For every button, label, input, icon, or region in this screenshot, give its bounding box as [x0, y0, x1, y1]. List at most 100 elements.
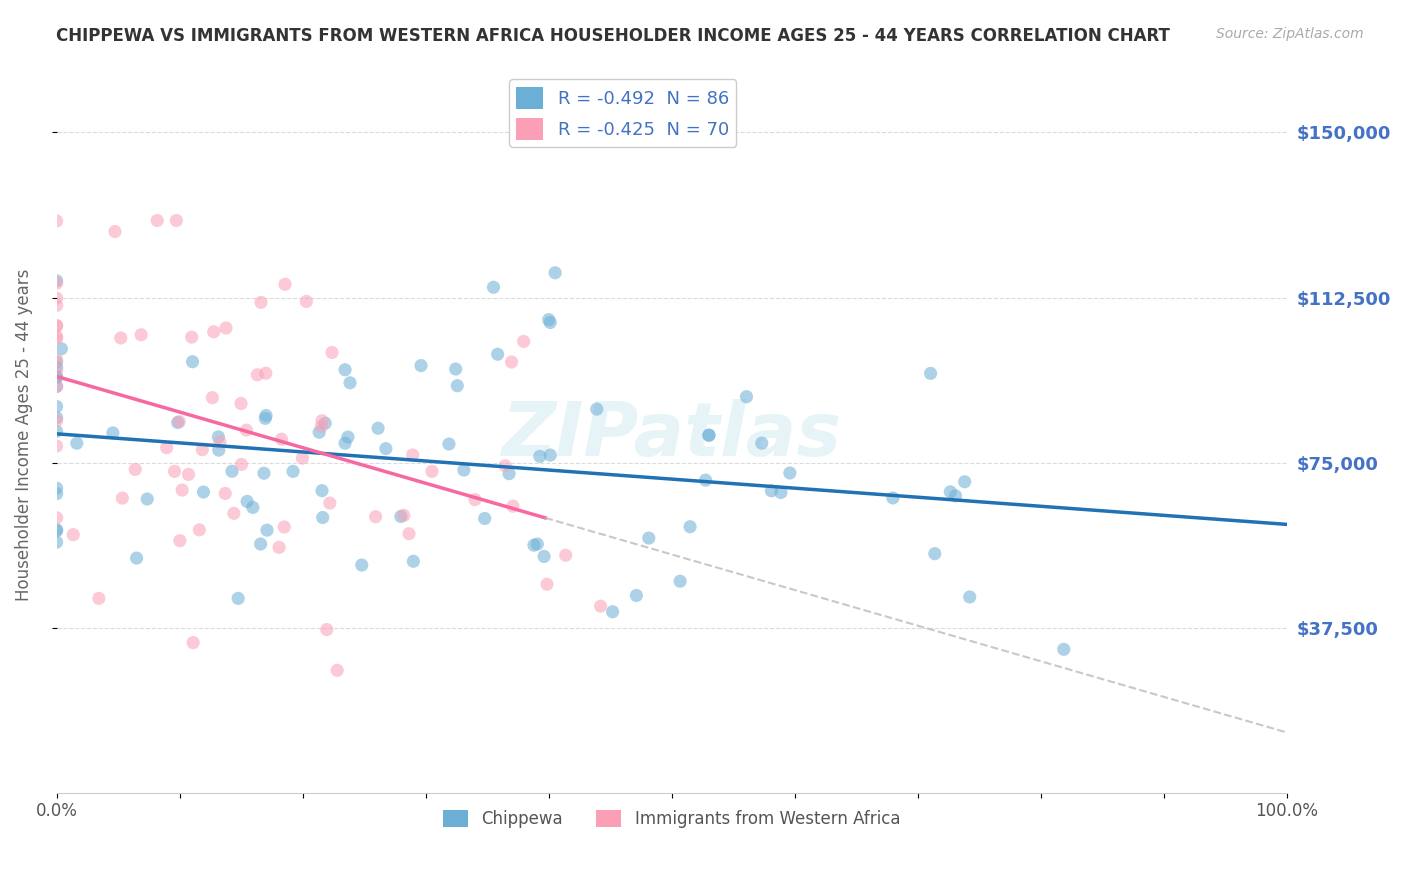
Point: [959, 590, 981, 604]
Point: [235, 423, 257, 437]
Point: [136, 491, 159, 506]
Point: [129, 327, 152, 342]
Point: [166, 416, 188, 430]
Point: [1053, 642, 1076, 657]
Point: [177, 467, 200, 482]
Point: [697, 428, 720, 442]
Point: [45, 369, 67, 384]
Point: [45, 523, 67, 537]
Point: [311, 419, 333, 434]
Point: [291, 451, 314, 466]
Text: Source: ZipAtlas.com: Source: ZipAtlas.com: [1216, 27, 1364, 41]
Point: [101, 425, 124, 440]
Point: [695, 473, 717, 487]
Point: [409, 359, 432, 373]
Point: [589, 599, 612, 614]
Point: [364, 509, 387, 524]
Point: [87, 591, 110, 606]
Point: [110, 331, 132, 345]
Point: [464, 492, 486, 507]
Point: [62, 527, 84, 541]
Point: [336, 430, 359, 444]
Point: [45, 425, 67, 439]
Point: [236, 494, 259, 508]
Point: [242, 500, 264, 515]
Point: [585, 402, 607, 417]
Point: [66, 436, 89, 450]
Point: [45, 379, 67, 393]
Point: [45, 510, 67, 524]
Point: [538, 448, 561, 462]
Point: [939, 484, 962, 499]
Point: [111, 491, 134, 505]
Point: [945, 489, 967, 503]
Point: [626, 589, 648, 603]
Point: [669, 574, 692, 589]
Point: [697, 428, 720, 442]
Point: [512, 334, 534, 349]
Point: [208, 443, 231, 458]
Point: [498, 467, 520, 481]
Point: [246, 368, 269, 382]
Point: [188, 523, 211, 537]
Point: [281, 464, 304, 478]
Point: [45, 352, 67, 367]
Point: [544, 266, 567, 280]
Point: [536, 577, 558, 591]
Point: [229, 396, 252, 410]
Point: [45, 318, 67, 333]
Point: [45, 360, 67, 375]
Point: [308, 425, 330, 440]
Point: [191, 442, 214, 457]
Point: [231, 458, 253, 472]
Point: [350, 558, 373, 572]
Point: [45, 318, 67, 333]
Point: [761, 483, 783, 498]
Point: [45, 524, 67, 538]
Point: [953, 475, 976, 489]
Point: [45, 274, 67, 288]
Point: [45, 355, 67, 369]
Point: [319, 496, 342, 510]
Point: [533, 549, 555, 564]
Point: [45, 363, 67, 377]
Point: [314, 416, 336, 430]
Point: [45, 413, 67, 427]
Point: [501, 355, 523, 369]
Point: [312, 510, 335, 524]
Point: [208, 435, 231, 450]
Point: [207, 430, 229, 444]
Point: [538, 316, 561, 330]
Point: [226, 591, 249, 606]
Point: [554, 548, 576, 562]
Point: [679, 520, 702, 534]
Point: [254, 366, 277, 380]
Point: [444, 362, 467, 376]
Point: [270, 432, 292, 446]
Point: [214, 486, 236, 500]
Point: [165, 213, 187, 227]
Point: [273, 520, 295, 534]
Point: [526, 537, 548, 551]
Text: CHIPPEWA VS IMMIGRANTS FROM WESTERN AFRICA HOUSEHOLDER INCOME AGES 25 - 44 YEARS: CHIPPEWA VS IMMIGRANTS FROM WESTERN AFRI…: [56, 27, 1170, 45]
Point: [146, 213, 169, 227]
Point: [221, 464, 243, 478]
Point: [169, 533, 191, 548]
Point: [326, 664, 349, 678]
Point: [249, 537, 271, 551]
Point: [453, 463, 475, 477]
Point: [751, 436, 773, 450]
Point: [920, 367, 942, 381]
Point: [769, 485, 792, 500]
Legend: Chippewa, Immigrants from Western Africa: Chippewa, Immigrants from Western Africa: [436, 803, 907, 834]
Point: [193, 485, 215, 500]
Point: [392, 508, 415, 523]
Y-axis label: Householder Income Ages 25 - 44 years: Householder Income Ages 25 - 44 years: [15, 268, 32, 601]
Point: [474, 511, 496, 525]
Point: [389, 509, 412, 524]
Point: [256, 523, 278, 537]
Point: [222, 506, 245, 520]
Point: [45, 370, 67, 384]
Point: [333, 436, 356, 450]
Point: [250, 295, 273, 310]
